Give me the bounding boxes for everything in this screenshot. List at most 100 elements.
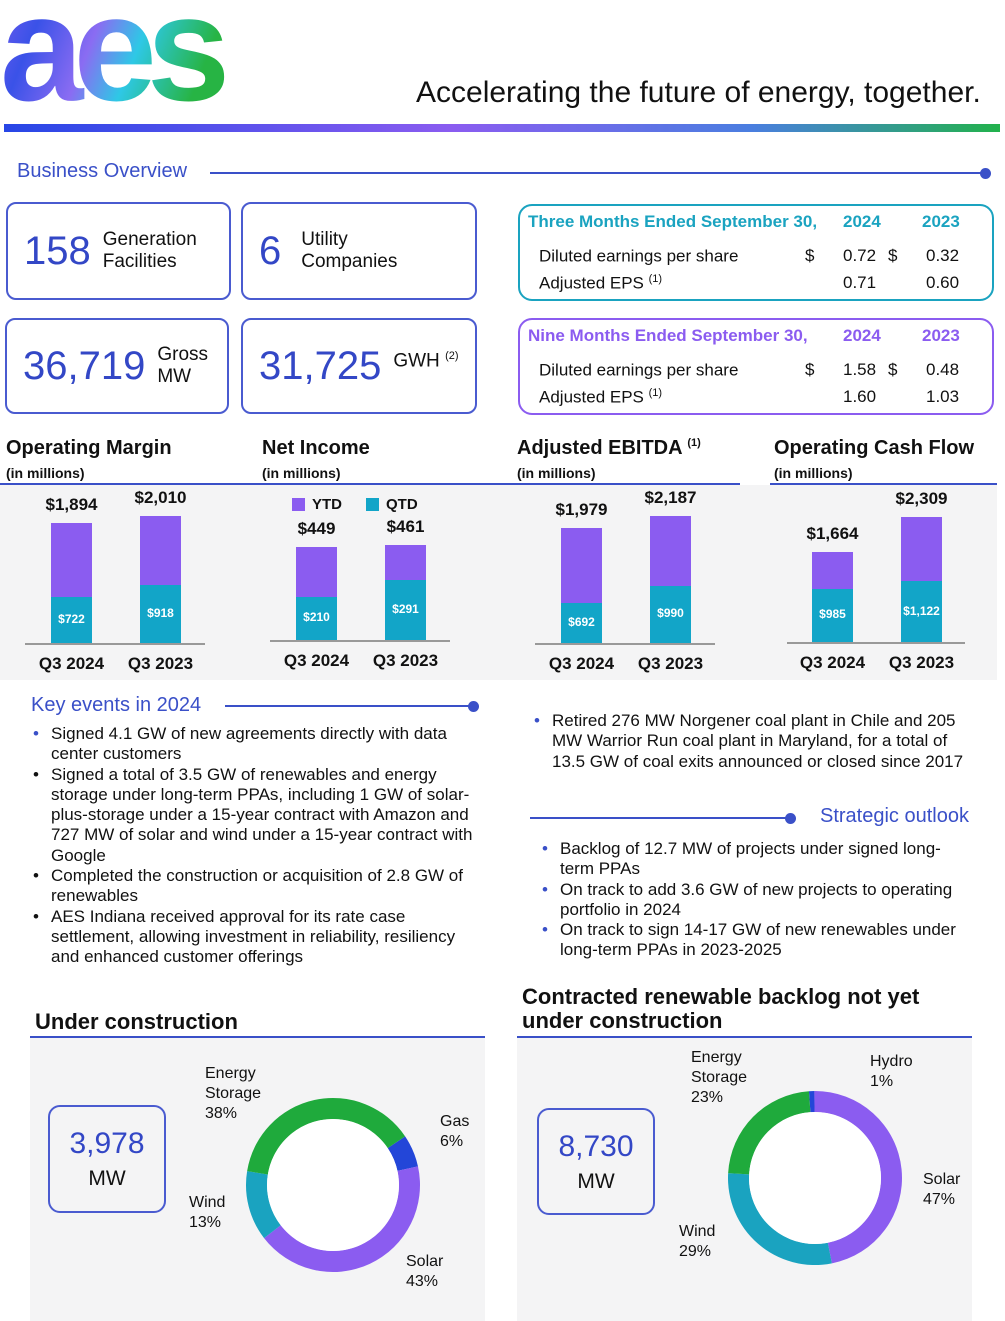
bar-qtd-label: $210 <box>303 610 330 625</box>
kpi-value: 158 <box>24 228 91 273</box>
category-label: Q3 2023 <box>127 654 194 673</box>
chart-title: Operating Margin <box>6 437 172 459</box>
bar-qtd <box>561 602 602 643</box>
category-label: Q3 2024 <box>38 654 105 673</box>
backlog-title: Contracted renewable backlog not yet unde… <box>522 985 919 1033</box>
section-dot <box>785 813 796 824</box>
col-header-2024: 2024 <box>843 326 881 345</box>
chart-header-line <box>770 483 997 485</box>
category-label: Q3 2023 <box>637 654 704 673</box>
kpi-gross-mw: 36,719 Gross MW <box>5 318 229 414</box>
row-label: Adjusted EPS (1) <box>539 387 663 407</box>
bar-ytd <box>650 516 691 586</box>
list-item: Retired 276 MW Norgener coal plant in Ch… <box>534 711 964 772</box>
legend-label: QTD <box>386 496 418 513</box>
aes-logo: aes <box>4 0 235 108</box>
bar-qtd <box>650 585 691 643</box>
category-label: Q3 2024 <box>548 654 615 673</box>
section-line <box>225 705 473 707</box>
under-construction-title: Under construction <box>35 1009 238 1034</box>
slice-label: Wind 13% <box>189 1194 226 1231</box>
svg-text:aes: aes <box>4 0 225 108</box>
category-label: Q3 2024 <box>283 651 350 670</box>
bar-total-label: $2,010 <box>134 488 187 507</box>
col-header-2023: 2023 <box>922 326 960 345</box>
value-2024: 0.72 <box>843 246 877 265</box>
kpi-label: Companies <box>301 251 398 272</box>
category-label: Q3 2023 <box>888 653 955 672</box>
footnote: (2) <box>445 350 459 363</box>
chart-subtitle: (in millions) <box>517 465 596 481</box>
list-item: On track to add 3.6 GW of new projects t… <box>542 880 972 921</box>
kpi-value: 31,725 <box>259 343 382 388</box>
bar-qtd <box>901 581 942 642</box>
slice-label: Hydro 1% <box>870 1053 913 1090</box>
chart-subtitle: (in millions) <box>6 465 85 481</box>
total-unit: MW <box>88 1167 126 1190</box>
bar-qtd-label: $722 <box>58 612 85 627</box>
chart-title: Operating Cash Flow <box>774 437 975 459</box>
bar-qtd-label: $692 <box>568 614 595 629</box>
currency: $ <box>888 360 898 379</box>
bar-ytd <box>901 517 942 582</box>
chart-baseline <box>787 642 965 644</box>
strategic-outlook-list: Backlog of 12.7 MW of projects under sig… <box>542 839 972 961</box>
kpi-gwh: 31,725 GWH (2) <box>241 318 477 414</box>
bar-total-label: $1,894 <box>45 495 98 515</box>
under-construction-total: 3,978 MW <box>48 1105 166 1213</box>
total-unit: MW <box>577 1170 615 1193</box>
strategic-outlook-title: Strategic outlook <box>820 805 969 827</box>
currency: $ <box>805 360 815 379</box>
bar-qtd-label: $918 <box>147 605 174 620</box>
kpi-label: Facilities <box>102 251 177 272</box>
eps-table-three-months: Three Months Ended September 30, 2024 20… <box>518 204 994 301</box>
category-label: Q3 2024 <box>799 653 866 672</box>
slice-label: Solar 47% <box>923 1171 961 1208</box>
bar-ytd <box>812 551 853 589</box>
chart-header-line <box>0 483 740 485</box>
bar-qtd <box>296 596 337 640</box>
chart-baseline <box>535 643 715 645</box>
bar-qtd <box>51 597 92 643</box>
bar-qtd <box>385 580 426 640</box>
row-label: Diluted earnings per share <box>539 246 739 266</box>
key-events-list-right: Retired 276 MW Norgener coal plant in Ch… <box>534 711 964 772</box>
list-item: Signed a total of 3.5 GW of renewables a… <box>33 765 478 866</box>
kpi-value: 36,719 <box>23 343 146 388</box>
section-dot <box>980 168 991 179</box>
legend-swatch <box>366 498 379 511</box>
backlog-total: 8,730 MW <box>537 1108 655 1215</box>
bar-qtd-label: $990 <box>657 606 684 621</box>
value-2024: 1.60 <box>843 387 877 406</box>
bar-qtd-label: $1,122 <box>903 603 940 618</box>
kpi-label: GWH <box>393 350 440 372</box>
business-overview-title: Business Overview <box>17 160 188 182</box>
list-item: AES Indiana received approval for its ra… <box>33 907 478 968</box>
currency: $ <box>888 246 898 265</box>
col-header-2023: 2023 <box>922 212 960 231</box>
slice-label: Solar 43% <box>406 1253 444 1290</box>
chart-baseline <box>25 643 205 645</box>
tagline: Accelerating the future of energy, toget… <box>416 76 981 109</box>
table-title: Three Months Ended September 30, <box>528 212 818 231</box>
bar-ytd <box>296 547 337 597</box>
slice-label: Wind 29% <box>679 1223 716 1260</box>
section-dot <box>468 701 479 712</box>
value-2023: 0.60 <box>926 273 960 292</box>
list-item: On track to sign 14-17 GW of new renewab… <box>542 920 972 961</box>
title-line: under construction <box>522 1008 723 1033</box>
value-2024: 0.71 <box>843 273 877 292</box>
bar-total-label: $461 <box>386 517 425 536</box>
kpi-label: Generation <box>102 229 197 250</box>
kpi-utility-companies: 6 Utility Companies <box>241 202 477 300</box>
bar-qtd-label: $985 <box>819 607 846 622</box>
section-line <box>530 817 790 819</box>
row-label: Diluted earnings per share <box>539 360 739 380</box>
legend-swatch <box>292 498 305 511</box>
total-value: 8,730 <box>558 1130 634 1163</box>
bar-qtd <box>140 584 181 643</box>
value-2023: 0.48 <box>926 360 960 379</box>
slice-label: Energy Storage 23% <box>691 1049 748 1106</box>
kpi-generation-facilities: 158 Generation Facilities <box>6 202 231 300</box>
col-header-2024: 2024 <box>843 212 881 231</box>
